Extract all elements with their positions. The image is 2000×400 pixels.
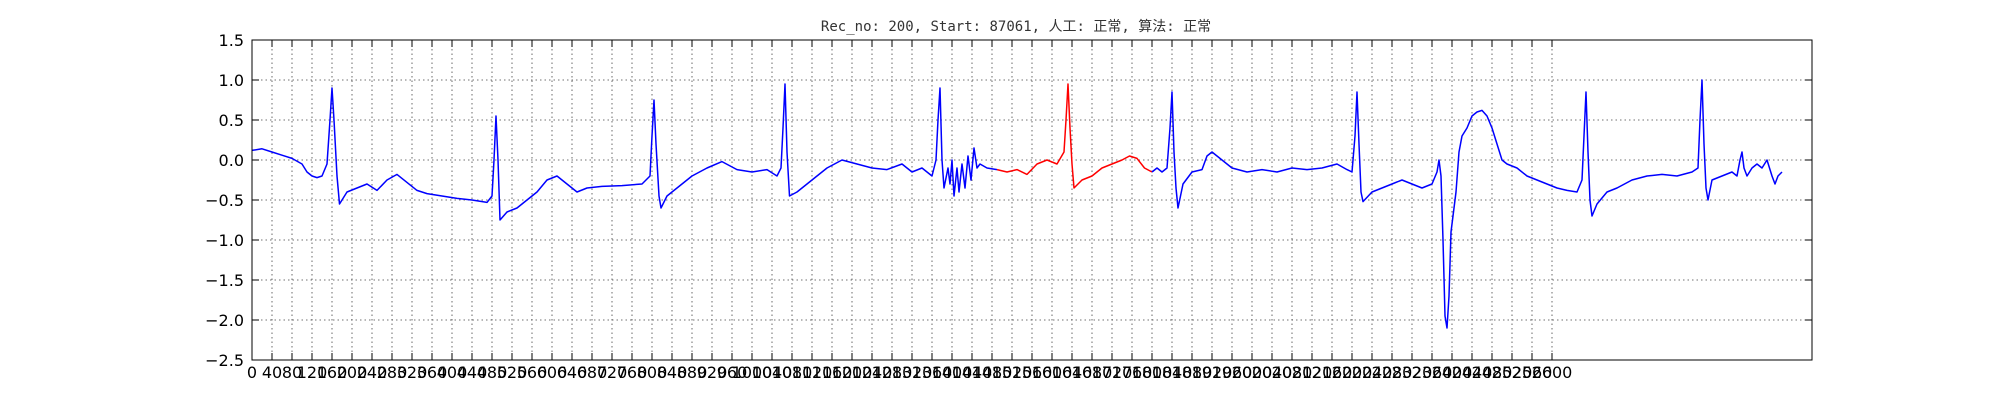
x-tick-label: 1000 <box>732 363 773 382</box>
series-line-2 <box>996 83 1153 189</box>
x-tick-label: 2280 <box>1372 363 1413 382</box>
x-tick-label: 200 <box>337 363 368 382</box>
x-tick-label: 1280 <box>872 363 913 382</box>
y-tick-label: 0.5 <box>219 111 244 130</box>
x-tick-label: 440 <box>457 363 488 382</box>
x-tick-label: 360 <box>417 363 448 382</box>
x-axis: 0 40 8012016020024028032036040044048052056… <box>247 40 1572 382</box>
x-tick-label: 640 <box>557 363 588 382</box>
y-tick-label: 1.0 <box>219 71 244 90</box>
y-tick-label: −2.0 <box>205 311 244 330</box>
x-tick-label: 120 <box>297 363 328 382</box>
x-tick-label: 840 <box>657 363 688 382</box>
y-axis: 1.5 1.0 0.5 0.0 −0.5 −1.0 −1.5 −2.0 −2.5 <box>205 31 1812 370</box>
x-tick-label: 1320 <box>892 363 933 382</box>
x-tick-label: 320 <box>397 363 428 382</box>
grid-lines <box>251 39 1812 361</box>
x-tick-label: 1840 <box>1152 363 1193 382</box>
x-tick-label: 920 <box>697 363 728 382</box>
x-tick-label: 280 <box>377 363 408 382</box>
x-tick-label: 760 <box>617 363 648 382</box>
x-tick-label: 1600 <box>1032 363 1073 382</box>
x-tick-label: 1760 <box>1112 363 1153 382</box>
x-tick-label: 240 <box>357 363 388 382</box>
x-tick-label: 1720 <box>1092 363 1133 382</box>
y-tick-label: −2.5 <box>205 351 244 370</box>
y-tick-label: −0.5 <box>205 191 244 210</box>
x-tick-label: 1520 <box>992 363 1033 382</box>
x-tick-label: 1880 <box>1172 363 1213 382</box>
chart-title: Rec_no: 200, Start: 87061, 人工: 正常, 算法: 正… <box>821 19 1211 35</box>
series-layer <box>251 79 1783 329</box>
x-tick-label: 1800 <box>1132 363 1173 382</box>
x-tick-label: 2560 <box>1512 363 1553 382</box>
x-tick-label: 2400 <box>1432 363 1473 382</box>
x-tick-label: 720 <box>597 363 628 382</box>
x-tick-label: 1040 <box>752 363 793 382</box>
x-tick-label: 1160 <box>812 363 853 382</box>
x-tick-label: 1080 <box>772 363 813 382</box>
x-tick-label: 2360 <box>1412 363 1453 382</box>
x-tick-label: 1920 <box>1192 363 1233 382</box>
y-tick-label: −1.5 <box>205 271 244 290</box>
x-tick-label: 2600 <box>1532 363 1573 382</box>
y-tick-label: −1.0 <box>205 231 244 250</box>
x-tick-label: 1360 <box>912 363 953 382</box>
series-line-1 <box>251 83 998 221</box>
x-tick-label: 2040 <box>1252 363 1293 382</box>
x-tick-label: 2000 <box>1232 363 1273 382</box>
x-tick-label: 2080 <box>1272 363 1313 382</box>
y-tick-label: 1.5 <box>219 31 244 50</box>
x-tick-label: 2320 <box>1392 363 1433 382</box>
x-tick-label: 800 <box>637 363 668 382</box>
x-tick-label: 2200 <box>1332 363 1373 382</box>
y-tick-label: 0.0 <box>219 151 244 170</box>
x-tick-label: 880 <box>677 363 708 382</box>
x-tick-label: 600 <box>537 363 568 382</box>
x-tick-label: 2160 <box>1312 363 1353 382</box>
x-tick-label: 960 <box>717 363 748 382</box>
x-tick-label: 1680 <box>1072 363 1113 382</box>
x-tick-label: 2520 <box>1492 363 1533 382</box>
x-tick-label: 0 <box>247 363 257 382</box>
x-tick-label: 2240 <box>1352 363 1393 382</box>
x-tick-label: 160 <box>317 363 348 382</box>
x-tick-label: 1960 <box>1212 363 1253 382</box>
x-tick-label: 2480 <box>1472 363 1513 382</box>
x-tick-label: 1480 <box>972 363 1013 382</box>
x-tick-label: 40 <box>262 363 282 382</box>
x-tick-label: 400 <box>437 363 468 382</box>
x-tick-label: 520 <box>497 363 528 382</box>
x-tick-label: 1240 <box>852 363 893 382</box>
x-tick-label: 1120 <box>792 363 833 382</box>
x-tick-label: 1440 <box>952 363 993 382</box>
x-tick-label: 560 <box>517 363 548 382</box>
x-tick-label: 2440 <box>1452 363 1493 382</box>
series-line-3 <box>1151 79 1783 329</box>
x-tick-label: 1640 <box>1052 363 1093 382</box>
x-tick-label: 80 <box>282 363 302 382</box>
x-tick-label: 1400 <box>932 363 973 382</box>
x-tick-label: 1560 <box>1012 363 1053 382</box>
x-tick-label: 2120 <box>1292 363 1333 382</box>
x-tick-label: 680 <box>577 363 608 382</box>
x-tick-label: 1200 <box>832 363 873 382</box>
x-tick-label: 480 <box>477 363 508 382</box>
